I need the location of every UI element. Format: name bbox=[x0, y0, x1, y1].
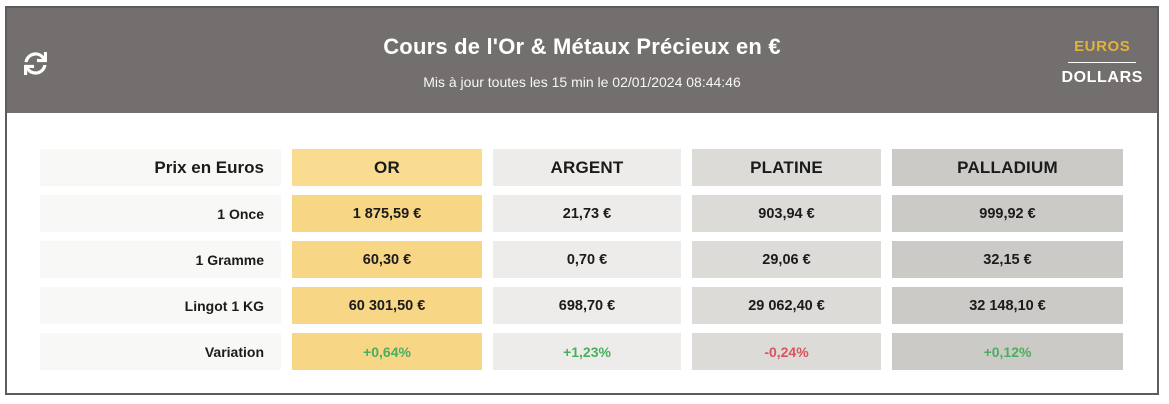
price-cell-or: 1 875,59 € bbox=[292, 195, 482, 232]
widget-header: Cours de l'Or & Métaux Précieux en € Mis… bbox=[7, 8, 1157, 113]
column-header-palladium: PALLADIUM bbox=[892, 149, 1123, 186]
row-label: Variation bbox=[40, 333, 281, 370]
variation-cell-argent: +1,23% bbox=[493, 333, 681, 370]
price-cell-platine: 29,06 € bbox=[692, 241, 881, 278]
price-cell-or: 60 301,50 € bbox=[292, 287, 482, 324]
price-cell-palladium: 32,15 € bbox=[892, 241, 1123, 278]
price-table: Prix en Euros OR ARGENT PLATINE PALLADIUM 1 O… bbox=[40, 149, 1157, 370]
row-label: 1 Once bbox=[40, 195, 281, 232]
price-widget-frame: Cours de l'Or & Métaux Précieux en € Mis… bbox=[5, 6, 1159, 395]
variation-cell-platine: -0,24% bbox=[692, 333, 881, 370]
column-header-or: OR bbox=[292, 149, 482, 186]
price-cell-platine: 29 062,40 € bbox=[692, 287, 881, 324]
currency-option-dollars[interactable]: DOLLARS bbox=[1061, 69, 1143, 86]
price-cell-palladium: 32 148,10 € bbox=[892, 287, 1123, 324]
row-label: 1 Gramme bbox=[40, 241, 281, 278]
price-cell-platine: 903,94 € bbox=[692, 195, 881, 232]
update-status: Mis à jour toutes les 15 min le 02/01/20… bbox=[423, 74, 741, 90]
variation-cell-palladium: +0,12% bbox=[892, 333, 1123, 370]
refresh-icon bbox=[23, 52, 47, 78]
currency-divider bbox=[1068, 62, 1137, 63]
variation-cell-or: +0,64% bbox=[292, 333, 482, 370]
price-cell-argent: 21,73 € bbox=[493, 195, 681, 232]
currency-option-euros[interactable]: EUROS bbox=[1074, 38, 1131, 55]
column-header-platine: PLATINE bbox=[692, 149, 881, 186]
price-cell-argent: 0,70 € bbox=[493, 241, 681, 278]
refresh-button[interactable] bbox=[20, 50, 50, 80]
price-cell-palladium: 999,92 € bbox=[892, 195, 1123, 232]
row-label: Lingot 1 KG bbox=[40, 287, 281, 324]
table-corner-label: Prix en Euros bbox=[40, 149, 281, 186]
currency-toggle: EUROS DOLLARS bbox=[1061, 38, 1143, 87]
header-titles: Cours de l'Or & Métaux Précieux en € Mis… bbox=[7, 8, 1157, 90]
price-cell-argent: 698,70 € bbox=[493, 287, 681, 324]
page-title: Cours de l'Or & Métaux Précieux en € bbox=[383, 34, 781, 59]
column-header-argent: ARGENT bbox=[493, 149, 681, 186]
price-cell-or: 60,30 € bbox=[292, 241, 482, 278]
